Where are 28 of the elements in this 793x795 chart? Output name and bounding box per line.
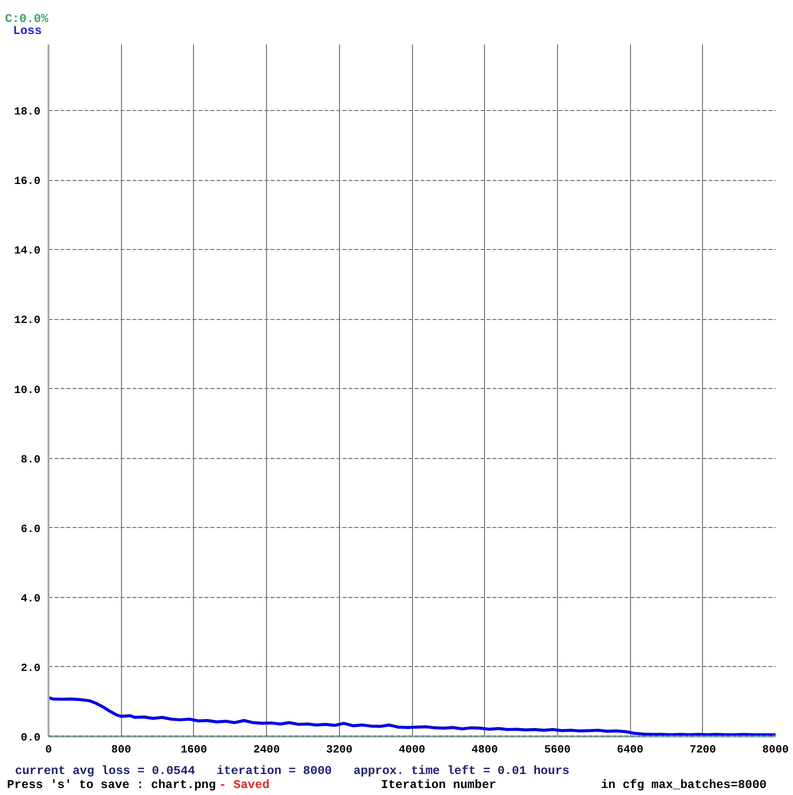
y-tick-label: 0.0 [20, 732, 41, 744]
y-tick-label: 2.0 [20, 662, 41, 675]
y-tick-label: 8.0 [20, 454, 41, 466]
y-tick-label: 18.0 [14, 106, 40, 119]
y-axis-title: Loss [13, 23, 42, 40]
x-tick-label: 5600 [544, 744, 571, 756]
x-tick-label: 800 [111, 744, 132, 756]
x-tick-label: 6400 [616, 744, 644, 756]
x-tick-label: 4800 [472, 744, 498, 756]
y-tick-label: 14.0 [14, 246, 40, 258]
text: - Saved [219, 777, 270, 794]
y-tick-label: 16.0 [14, 176, 40, 188]
x-tick-label: 3200 [326, 744, 353, 756]
y-tick-label: 6.0 [20, 524, 41, 536]
y-tick-label: 10.0 [14, 384, 40, 397]
x-tick-label: 7200 [690, 744, 716, 756]
x-axis-title: Iteration number [381, 777, 496, 794]
text: C:0.0% [5, 11, 48, 26]
x-tick-label: 1600 [180, 744, 208, 756]
y-tick-label: 12.0 [14, 315, 40, 328]
x-tick-label: 8000 [762, 744, 789, 756]
text: Press 's' to save : chart.png [7, 777, 216, 794]
text: current avg loss = 0.0544 iteration = 8000 approx. time left = 0.01 hours [15, 763, 570, 779]
y-tick-label: 4.0 [20, 593, 41, 606]
x-tick-label: 2400 [253, 744, 280, 756]
x-tick-label: 4000 [398, 744, 426, 756]
text: in cfg max_batches=8000 [601, 777, 767, 794]
x-tick-label: 0 [45, 744, 52, 756]
